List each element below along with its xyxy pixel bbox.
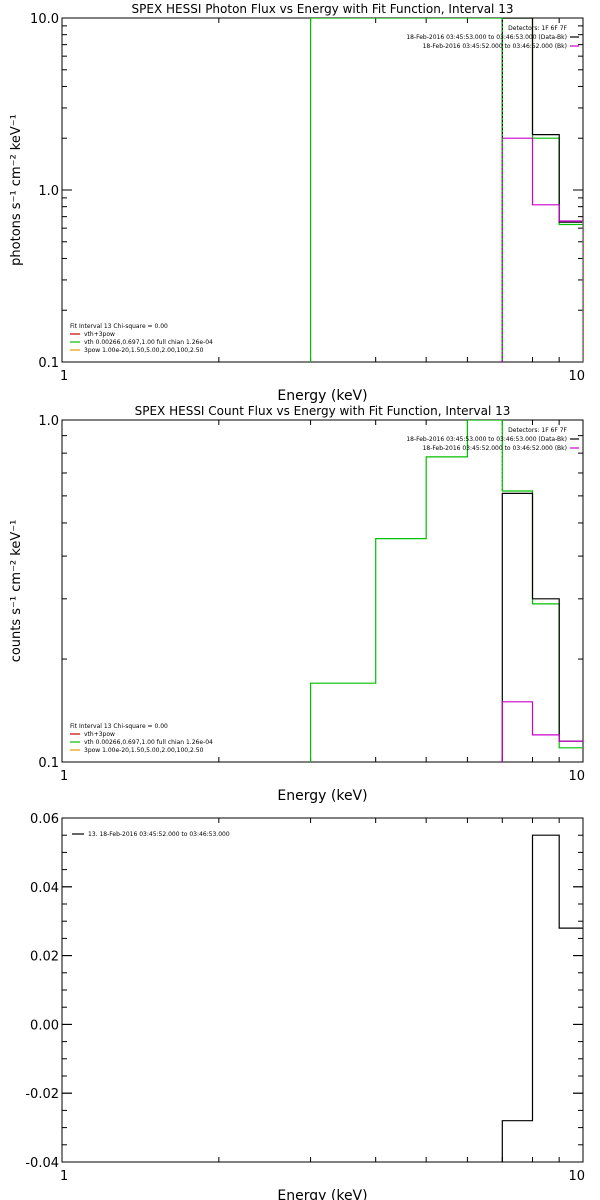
y-axis-label: counts s⁻¹ cm⁻² keV⁻¹ bbox=[9, 520, 24, 663]
x-tick-label: 1 bbox=[60, 1169, 68, 1184]
legend-entry: 18-Feb-2016 03:45:52.000 to 03:46:52.000… bbox=[423, 445, 567, 452]
plot-frame bbox=[61, 419, 584, 763]
chart-title: SPEX HESSI Photon Flux vs Energy with Fi… bbox=[132, 2, 514, 16]
plot-frame bbox=[61, 17, 584, 363]
x-axis-label: Energy (keV) bbox=[277, 388, 367, 404]
x-axis-label: Energy (keV) bbox=[277, 788, 367, 804]
plot-frame bbox=[61, 817, 584, 1163]
x-tick-label: 10 bbox=[568, 769, 585, 784]
legend-entry: 18-Feb-2016 03:45:53.000 to 03:46:53.000… bbox=[406, 34, 567, 41]
x-tick-label: 10 bbox=[568, 369, 585, 384]
y-tick-label: -0.04 bbox=[25, 1156, 59, 1171]
legend-entry: 3pow 1.00e-20,1.50,5.00,2.00,100,2.50 bbox=[84, 347, 204, 354]
legend-entry: Fit Interval 13 Chi-square = 0.00 bbox=[70, 723, 168, 730]
y-tick-label: -0.02 bbox=[25, 1087, 59, 1102]
y-tick-label: 0.1 bbox=[38, 756, 59, 771]
legend-entry: 3pow 1.00e-20,1.50,5.00,2.00,100,2.50 bbox=[84, 747, 204, 754]
series-group bbox=[310, 420, 583, 762]
series-line-1 bbox=[310, 18, 583, 362]
series-line-2 bbox=[501, 492, 583, 762]
chart-title: SPEX HESSI Count Flux vs Energy with Fit… bbox=[135, 404, 511, 418]
chart-panel-2: 1 10 0.1 1.0 SPEX HESSI Count Flux vs Energy… bbox=[9, 404, 585, 804]
y-tick-label: 0.04 bbox=[30, 881, 59, 896]
y-tick-label: 1.0 bbox=[38, 414, 59, 429]
legend-entry: 18-Feb-2016 03:45:53.000 to 03:46:53.000… bbox=[406, 436, 567, 443]
series-line-2 bbox=[501, 18, 583, 362]
legend-entry: Detectors: 1F 6F 7F bbox=[508, 427, 567, 434]
series-group bbox=[501, 834, 583, 1162]
series-line-3 bbox=[501, 701, 583, 762]
legend-entry: 13. 18-Feb-2016 03:45:52.000 to 03:46:53… bbox=[88, 831, 230, 838]
chart-panel-1: 1 10 0.1 1.0 10.0 SPEX HESSI Photon Flux vs E… bbox=[9, 2, 585, 404]
x-axis-label: Energy (keV) bbox=[277, 1188, 367, 1200]
y-tick-label: 1.0 bbox=[38, 184, 59, 199]
legend-entry: vth+3pow bbox=[84, 731, 115, 738]
series-line-1 bbox=[501, 834, 583, 1162]
chart-panel-3: 1 10 -0.04 -0.02 0.00 0.02 0.04 0.06 Energy (keV… bbox=[25, 812, 585, 1200]
y-tick-label: 10.0 bbox=[30, 12, 59, 27]
y-tick-label: 0.00 bbox=[30, 1018, 59, 1033]
legend-entry: Fit Interval 13 Chi-square = 0.00 bbox=[70, 323, 168, 330]
y-axis-label: photons s⁻¹ cm⁻² keV⁻¹ bbox=[9, 114, 24, 266]
y-tick-label: 0.06 bbox=[30, 812, 59, 827]
series-line-1 bbox=[310, 420, 583, 762]
y-tick-label: 0.02 bbox=[30, 950, 59, 965]
x-tick-label: 1 bbox=[60, 769, 68, 784]
legend-entry: vth 0.00266,0.697,1.00 full chian 1.26e-… bbox=[84, 339, 213, 346]
y-tick-label: 0.1 bbox=[38, 356, 59, 371]
legend-entry: vth 0.00266,0.697,1.00 full chian 1.26e-… bbox=[84, 739, 213, 746]
x-tick-label: 1 bbox=[60, 369, 68, 384]
legend-entry: vth+3pow bbox=[84, 331, 115, 338]
legend-entry: Detectors: 1F 6F 7F bbox=[508, 25, 567, 32]
series-group bbox=[310, 18, 583, 362]
series-line-3 bbox=[501, 137, 583, 362]
legend-entry: 18-Feb-2016 03:45:52.000 to 03:46:52.000… bbox=[423, 43, 567, 50]
x-tick-label: 10 bbox=[568, 1169, 585, 1184]
